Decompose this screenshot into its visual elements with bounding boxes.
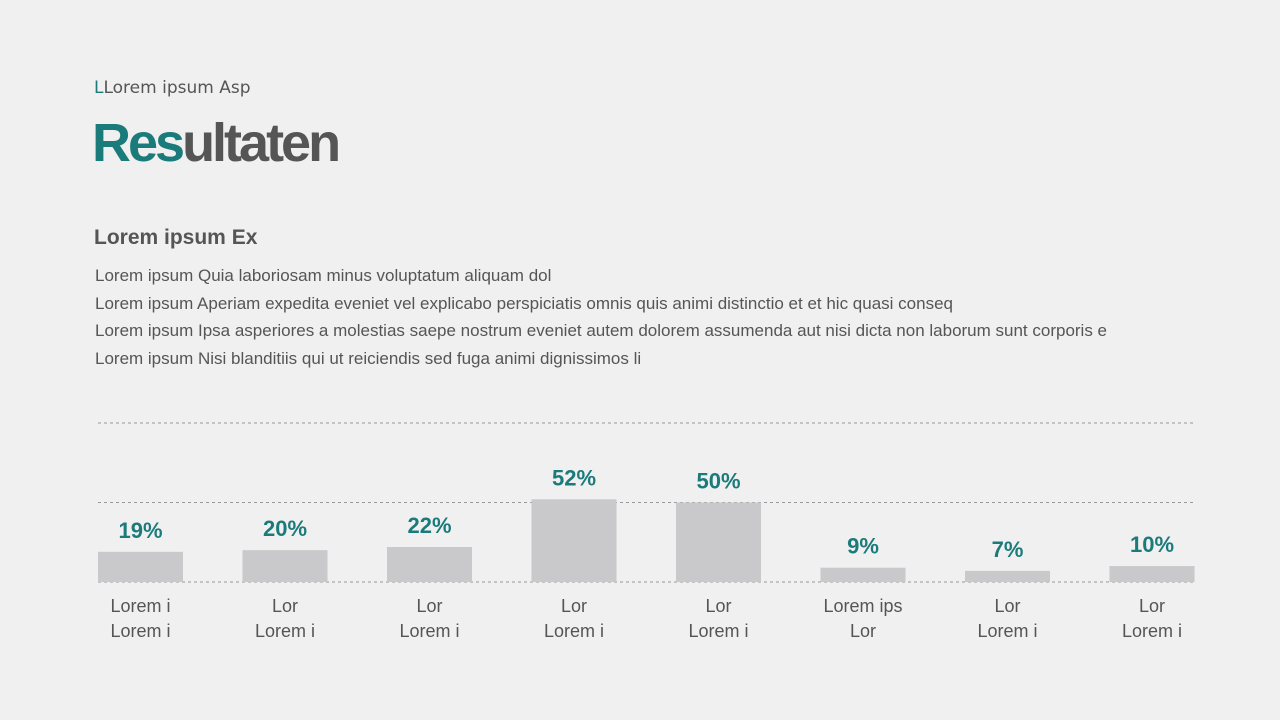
- x-tick-label: Lor Lorem i: [254, 596, 316, 641]
- value-label: 22%: [407, 513, 451, 538]
- paragraph: Lorem ipsum Nisi blanditiis qui ut reici…: [95, 348, 642, 368]
- x-tick-label: Lor Lorem i: [399, 596, 460, 641]
- bar: [98, 551, 183, 582]
- kicker-text: Lorem ipsum Asp: [103, 78, 251, 98]
- bar: [965, 570, 1050, 582]
- value-label: 20%: [263, 516, 307, 541]
- x-tick-label: Lor Lorem i: [543, 596, 605, 641]
- bar: [676, 502, 761, 582]
- kicker-accent: L: [94, 78, 104, 98]
- bar: [387, 547, 472, 582]
- section-heading: Lorem ipsum Ex: [94, 226, 258, 249]
- bar: [820, 567, 906, 582]
- value-label: 19%: [118, 518, 162, 543]
- paragraphs: Lorem ipsum Quia laboriosam minus volupt…: [95, 262, 1195, 372]
- x-tick-label: Lor Lorem i: [688, 596, 749, 641]
- x-tick-label: Lor Lorem i: [1121, 596, 1183, 641]
- paragraph: Lorem ipsum Aperiam expedita eveniet vel…: [95, 293, 953, 313]
- bar: [1109, 566, 1195, 582]
- value-label: 10%: [1130, 532, 1174, 557]
- bar: [242, 550, 328, 582]
- title-accent: Res: [92, 113, 185, 173]
- x-tick-label: Lorem i Lorem i: [110, 596, 171, 641]
- kicker: LLorem ipsum Asp: [94, 78, 250, 98]
- value-label: 9%: [847, 534, 879, 559]
- x-tick-label: Lorem ips Lor: [823, 596, 903, 641]
- title-rest: ultaten: [182, 113, 341, 173]
- paragraph: Lorem ipsum Ipsa asperiores a molestias …: [95, 321, 1108, 340]
- value-label: 50%: [696, 469, 740, 494]
- bar: [531, 499, 617, 582]
- paragraph: Lorem ipsum Quia laboriosam minus volupt…: [95, 266, 552, 285]
- x-tick-label: Lor Lorem i: [977, 596, 1038, 641]
- value-label: 52%: [552, 465, 596, 490]
- value-label: 7%: [992, 537, 1024, 562]
- title: Resultaten: [92, 112, 341, 174]
